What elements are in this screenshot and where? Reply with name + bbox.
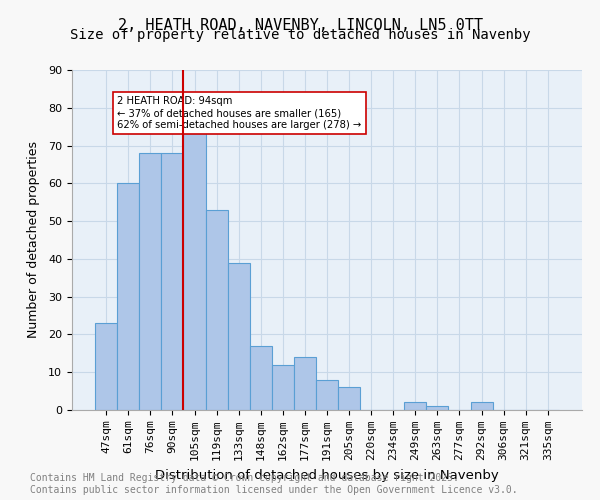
Bar	[117, 184, 139, 410]
Y-axis label: Number of detached properties: Number of detached properties	[27, 142, 40, 338]
Bar	[184, 123, 206, 410]
Text: Size of property relative to detached houses in Navenby: Size of property relative to detached ho…	[70, 28, 530, 42]
Bar	[404, 402, 427, 410]
X-axis label: Distribution of detached houses by size in Navenby: Distribution of detached houses by size …	[155, 468, 499, 481]
Bar	[294, 357, 316, 410]
Bar	[227, 262, 250, 410]
Text: Contains HM Land Registry data © Crown copyright and database right 2025.
Contai: Contains HM Land Registry data © Crown c…	[30, 474, 518, 495]
Bar	[206, 210, 227, 410]
Text: 2 HEATH ROAD: 94sqm
← 37% of detached houses are smaller (165)
62% of semi-detac: 2 HEATH ROAD: 94sqm ← 37% of detached ho…	[117, 96, 362, 130]
Bar	[427, 406, 448, 410]
Bar	[338, 388, 360, 410]
Bar	[316, 380, 338, 410]
Text: 2, HEATH ROAD, NAVENBY, LINCOLN, LN5 0TT: 2, HEATH ROAD, NAVENBY, LINCOLN, LN5 0TT	[118, 18, 482, 32]
Bar	[272, 364, 294, 410]
Bar	[470, 402, 493, 410]
Bar	[139, 153, 161, 410]
Bar	[250, 346, 272, 410]
Bar	[95, 323, 117, 410]
Bar	[161, 153, 184, 410]
